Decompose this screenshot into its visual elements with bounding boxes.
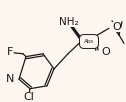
Text: Abs: Abs (84, 39, 94, 44)
Text: O: O (112, 22, 121, 32)
Text: Cl: Cl (24, 92, 34, 102)
Text: NH₂: NH₂ (59, 17, 79, 27)
Text: N: N (6, 74, 14, 84)
Text: F: F (7, 47, 13, 57)
Text: O: O (101, 47, 110, 57)
